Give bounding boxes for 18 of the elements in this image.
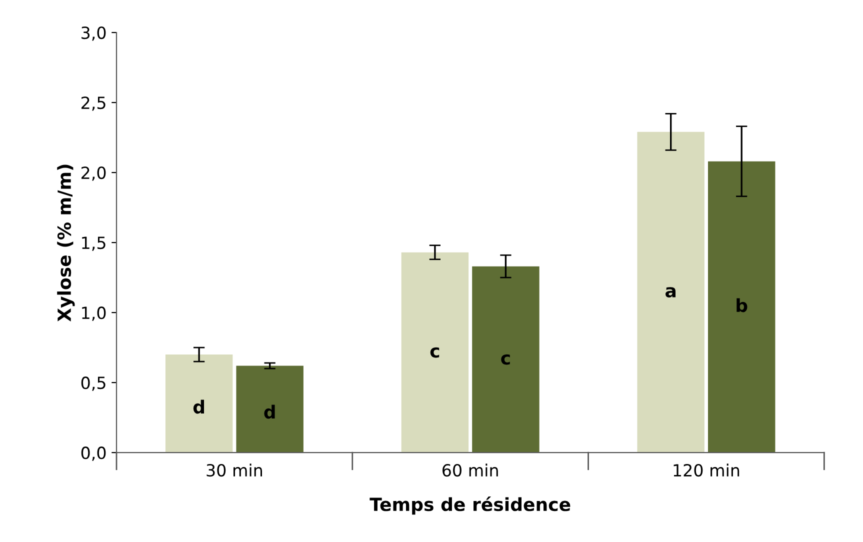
- y-tick-label: 0,0: [81, 446, 106, 461]
- y-tick-label: 1,5: [82, 236, 106, 251]
- y-tick-label: 2,0: [82, 166, 106, 181]
- y-tick-label: 2,5: [82, 96, 106, 111]
- x-tick-label: 120 min: [674, 464, 740, 477]
- x-tick-label: 30 min: [206, 464, 262, 477]
- data-label: d: [193, 400, 204, 414]
- y-axis-title: Xylose (% m/m): [57, 164, 75, 322]
- x-tick-label: 60 min: [442, 464, 498, 477]
- data-label: c: [430, 347, 440, 358]
- data-label: a: [666, 287, 676, 298]
- y-tick-label: 3,0: [82, 26, 106, 41]
- data-label: c: [501, 354, 510, 365]
- x-axis-title: Temps de résidence: [370, 496, 570, 515]
- data-label: b: [736, 298, 748, 312]
- y-tick-label: 0,5: [81, 376, 106, 391]
- data-label: d: [264, 404, 275, 419]
- y-tick-label: 1,0: [82, 306, 106, 321]
